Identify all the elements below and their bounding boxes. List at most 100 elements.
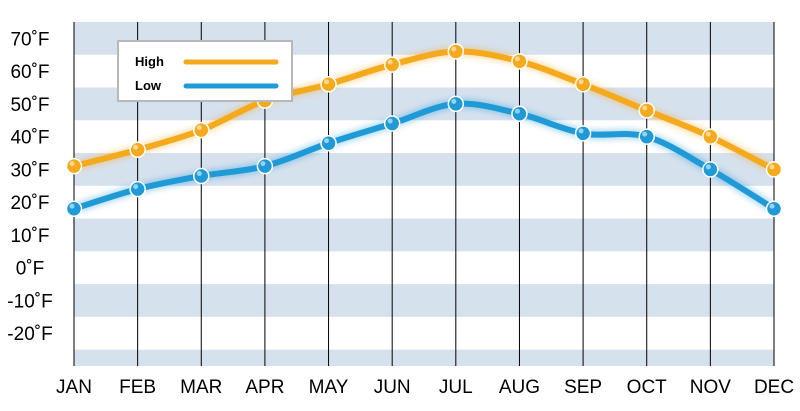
series-low-point — [447, 95, 465, 113]
series-high-point — [765, 161, 783, 178]
data-point-marker — [638, 128, 655, 145]
series-low-point — [765, 200, 783, 217]
x-tick-label: MAY — [309, 377, 349, 398]
y-tick-label: 0˚F — [16, 259, 45, 280]
y-tick-label: 40˚F — [10, 128, 49, 149]
y-tick-label: -10˚F — [7, 291, 52, 312]
data-point-highlight — [196, 170, 202, 176]
data-point-highlight — [69, 161, 75, 167]
data-point-marker — [320, 134, 337, 152]
legend-label-low: Low — [135, 78, 162, 93]
y-tick-label: 10˚F — [10, 226, 49, 247]
data-point-marker — [129, 141, 146, 159]
grid-band — [74, 349, 774, 366]
data-point-marker — [447, 95, 465, 113]
series-low-point — [65, 200, 83, 217]
x-tick-label: SEP — [564, 377, 602, 398]
series-high-point — [129, 141, 146, 159]
data-point-highlight — [260, 161, 266, 167]
data-point-marker — [447, 43, 465, 60]
series-high-point — [574, 75, 592, 93]
data-point-highlight — [387, 59, 393, 65]
data-point-highlight — [769, 203, 775, 209]
data-point-marker — [256, 157, 274, 175]
series-high-point — [511, 53, 528, 70]
legend: High Low — [117, 40, 293, 102]
data-point-marker — [65, 200, 83, 217]
x-tick-label: OCT — [627, 377, 668, 398]
data-point-highlight — [387, 118, 393, 124]
x-tick-label: DEC — [754, 377, 794, 398]
x-tick-label: APR — [245, 377, 284, 398]
series-high-point — [193, 121, 210, 139]
data-point-marker — [129, 180, 146, 198]
series-high-point — [447, 43, 465, 60]
series-low-point — [702, 161, 719, 178]
data-point-highlight — [451, 46, 457, 52]
grid-band — [74, 218, 774, 252]
data-point-highlight — [451, 98, 457, 104]
data-point-highlight — [324, 79, 330, 85]
data-point-marker — [765, 200, 783, 217]
data-point-highlight — [324, 138, 330, 144]
data-point-marker — [511, 105, 528, 122]
data-point-marker — [383, 115, 401, 132]
data-point-highlight — [578, 128, 584, 134]
series-low-point — [256, 157, 274, 175]
data-point-highlight — [769, 164, 775, 170]
data-point-highlight — [514, 56, 520, 62]
x-tick-label: JAN — [56, 377, 92, 398]
data-point-highlight — [69, 203, 75, 209]
series-high-point — [638, 102, 655, 119]
series-high-point — [65, 157, 83, 175]
data-point-marker — [574, 125, 592, 142]
data-point-marker — [638, 102, 655, 119]
data-point-marker — [702, 128, 719, 145]
x-tick-label: AUG — [499, 377, 540, 398]
data-point-marker — [383, 56, 401, 73]
data-point-marker — [65, 157, 83, 175]
background-bands — [74, 22, 774, 366]
y-axis-labels: -20˚F -10˚F 0˚F 10˚F 20˚F 30˚F 40˚F 50˚F 60˚F 70˚… — [7, 29, 52, 345]
series-low-point — [638, 128, 655, 145]
series-low-point — [574, 125, 592, 142]
series-layer — [65, 43, 783, 217]
data-point-marker — [193, 167, 210, 185]
data-point-marker — [765, 161, 783, 178]
y-tick-label: 20˚F — [10, 193, 49, 214]
data-point-marker — [320, 75, 337, 93]
data-point-highlight — [642, 105, 648, 111]
x-tick-label: MAR — [180, 377, 222, 398]
data-point-highlight — [514, 108, 520, 114]
x-tick-label: NOV — [690, 377, 732, 398]
series-low-point — [320, 134, 337, 152]
x-tick-label: FEB — [119, 377, 156, 398]
data-point-highlight — [196, 125, 202, 131]
data-point-highlight — [578, 79, 584, 85]
x-tick-label: JUL — [439, 377, 473, 398]
y-tick-label: 60˚F — [10, 62, 49, 83]
grid-band — [74, 284, 774, 317]
series-high-point — [320, 75, 337, 93]
series-low-point — [193, 167, 210, 185]
x-tick-label: JUN — [374, 377, 411, 398]
series-low-point — [511, 105, 528, 122]
data-point-highlight — [705, 164, 711, 170]
y-tick-label: 50˚F — [10, 95, 49, 116]
y-tick-label: -20˚F — [7, 324, 52, 345]
data-point-marker — [511, 53, 528, 70]
series-low-point — [129, 180, 146, 198]
data-point-highlight — [133, 184, 139, 190]
y-tick-label: 70˚F — [10, 29, 49, 50]
data-point-marker — [574, 75, 592, 93]
series-high-point — [383, 56, 401, 73]
legend-label-high: High — [135, 54, 164, 69]
data-point-marker — [193, 121, 210, 139]
series-high-point — [702, 128, 719, 145]
legend-box — [117, 40, 293, 102]
series-low-point — [383, 115, 401, 132]
data-point-highlight — [642, 131, 648, 137]
data-point-highlight — [133, 144, 139, 150]
y-tick-label: 30˚F — [10, 160, 49, 181]
